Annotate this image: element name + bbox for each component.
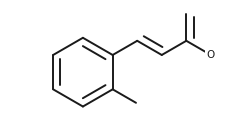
Text: O: O <box>207 50 215 60</box>
